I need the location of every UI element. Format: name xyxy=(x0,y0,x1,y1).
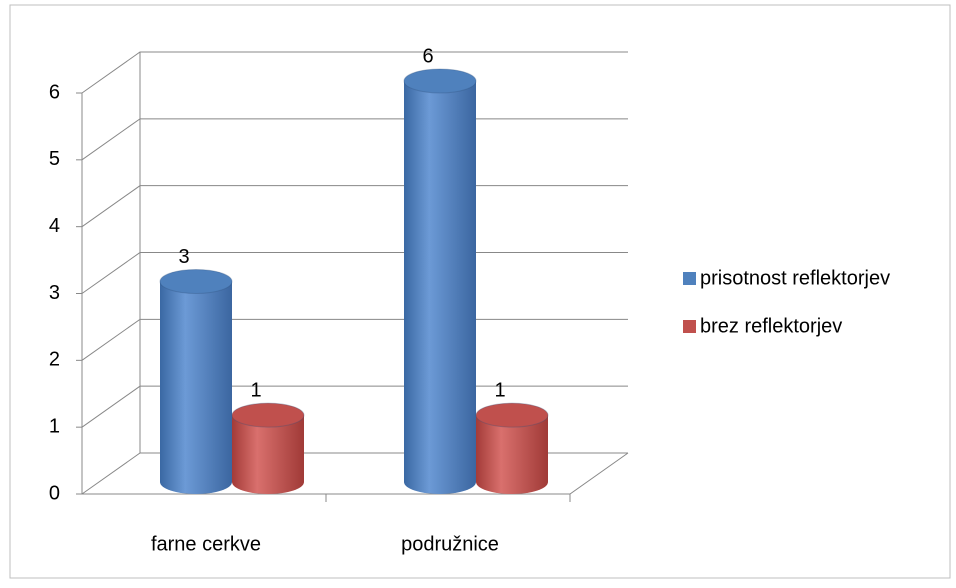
bar xyxy=(159,269,233,494)
bar-top xyxy=(475,402,549,428)
y-tick-label: 1 xyxy=(49,415,60,437)
data-label: 1 xyxy=(494,379,505,401)
legend-swatch xyxy=(683,272,696,285)
y-tick-label: 4 xyxy=(49,215,60,237)
grid-line xyxy=(81,185,628,228)
y-tick-label: 6 xyxy=(49,81,60,103)
grid-line xyxy=(81,118,628,161)
bar-top xyxy=(231,402,305,428)
chart-frame xyxy=(9,4,951,579)
x-tick-label: farne cerkve xyxy=(151,533,261,555)
y-tick-label: 0 xyxy=(49,482,60,504)
data-label: 1 xyxy=(250,379,261,401)
bar-body xyxy=(404,81,476,482)
x-tick-label: podružnice xyxy=(401,533,499,555)
legend-label: prisotnost reflektorjev xyxy=(700,267,890,289)
legend-label: brez reflektorjev xyxy=(700,315,842,337)
y-tick-label: 5 xyxy=(49,148,60,170)
y-tick-label: 2 xyxy=(49,349,60,371)
bar-top xyxy=(159,269,233,294)
y-tick-label: 3 xyxy=(49,282,60,304)
bar xyxy=(475,402,549,494)
data-label: 6 xyxy=(422,45,433,67)
legend-swatch xyxy=(683,320,696,333)
grid-line xyxy=(81,51,628,94)
bar xyxy=(403,68,477,494)
bar-top xyxy=(403,68,477,94)
data-label: 3 xyxy=(178,246,189,268)
bar xyxy=(231,402,305,494)
bar-body xyxy=(160,281,232,482)
